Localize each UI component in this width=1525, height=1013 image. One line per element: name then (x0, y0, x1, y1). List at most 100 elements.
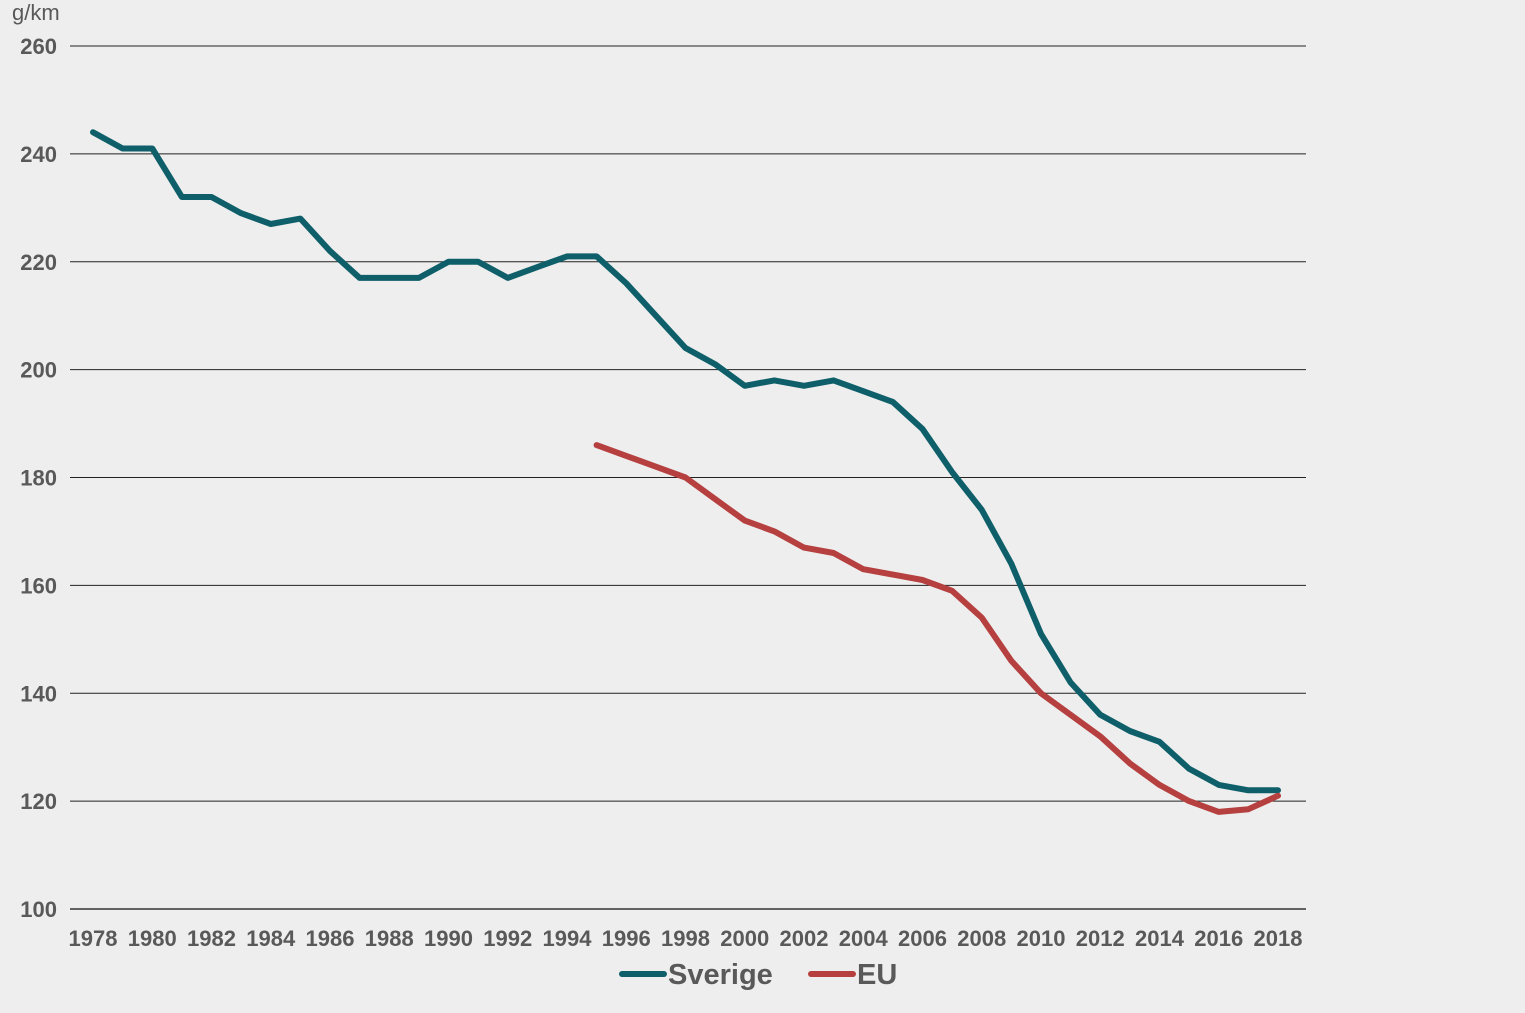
data-point (596, 444, 598, 446)
data-point (1010, 563, 1012, 565)
x-tick-label: 1992 (483, 926, 532, 951)
data-point (329, 250, 331, 252)
data-point (922, 428, 923, 430)
data-point (299, 218, 301, 220)
x-tick-label: 2004 (839, 926, 889, 951)
data-point (211, 196, 212, 198)
x-tick-label: 1988 (365, 926, 414, 951)
x-tick-label: 1990 (424, 926, 473, 951)
data-point (862, 568, 864, 570)
data-point (1277, 789, 1279, 791)
y-axis-ticks: 100 120 140 160 180 200 220 240 260 (20, 34, 57, 922)
data-point (981, 617, 983, 619)
x-tick-label: 2000 (720, 926, 769, 951)
data-point (1247, 808, 1249, 810)
x-tick-label: 2008 (957, 926, 1006, 951)
y-tick-label: 140 (20, 681, 57, 706)
data-point (951, 590, 953, 592)
data-point (1218, 784, 1220, 786)
data-point (1070, 681, 1072, 683)
y-tick-label: 220 (20, 250, 57, 275)
x-tick-label: 1986 (306, 926, 355, 951)
data-point (951, 471, 953, 473)
y-tick-label: 180 (20, 466, 57, 491)
y-tick-label: 100 (20, 897, 57, 922)
legend-label: Sverige (668, 959, 773, 991)
legend-label: EU (857, 959, 897, 991)
y-axis-unit-label: g/km (12, 0, 60, 25)
series-line-sverige (90, 129, 1281, 794)
y-tick-label: 260 (20, 34, 57, 59)
y-tick-label: 200 (20, 358, 57, 383)
x-tick-label: 2010 (1017, 926, 1066, 951)
data-point (122, 147, 124, 149)
data-point (388, 277, 390, 279)
data-point (744, 520, 746, 522)
data-point (655, 466, 657, 468)
x-tick-label: 1978 (69, 926, 118, 951)
data-point (359, 277, 361, 279)
x-tick-label: 1984 (246, 926, 296, 951)
data-point (1188, 768, 1190, 770)
data-point (181, 196, 183, 198)
data-point (1010, 660, 1012, 662)
data-point (773, 530, 775, 532)
x-tick-label: 2002 (780, 926, 829, 951)
data-point (833, 379, 835, 381)
data-point (862, 390, 864, 392)
data-point (1099, 714, 1101, 716)
data-point (1070, 714, 1072, 716)
data-point (270, 223, 272, 225)
series-lines (90, 129, 1281, 815)
data-point (833, 552, 835, 554)
y-tick-label: 120 (20, 789, 57, 814)
data-point (566, 255, 568, 257)
data-point (625, 455, 627, 457)
data-point (625, 282, 627, 284)
x-tick-label: 1998 (661, 926, 710, 951)
data-point (892, 574, 894, 576)
data-point (92, 131, 94, 133)
x-tick-label: 1982 (187, 926, 236, 951)
data-point (714, 363, 716, 365)
data-point (892, 401, 894, 403)
x-tick-label: 1980 (128, 926, 177, 951)
data-point (685, 477, 686, 478)
data-point (507, 277, 509, 279)
x-tick-label: 2016 (1194, 926, 1243, 951)
data-point (744, 385, 746, 387)
data-point (151, 147, 153, 149)
data-point (477, 261, 479, 263)
x-tick-label: 1996 (602, 926, 651, 951)
y-tick-label: 160 (20, 573, 57, 598)
data-point (981, 509, 983, 511)
y-tick-label: 240 (20, 142, 57, 167)
data-point (1040, 633, 1042, 635)
data-point (803, 547, 805, 549)
x-tick-label: 2012 (1076, 926, 1125, 951)
data-point (1040, 692, 1042, 694)
data-point (1129, 762, 1131, 764)
data-point (536, 266, 538, 268)
data-point (596, 255, 598, 257)
x-tick-label: 2014 (1135, 926, 1185, 951)
x-tick-label: 1994 (543, 926, 593, 951)
data-point (418, 277, 420, 279)
data-point (1277, 795, 1279, 797)
data-point (655, 315, 657, 317)
data-point (1129, 730, 1131, 732)
data-point (448, 261, 449, 263)
data-point (773, 379, 775, 381)
data-point (1218, 811, 1220, 813)
data-point (1247, 789, 1249, 791)
x-tick-label: 2006 (898, 926, 947, 951)
data-point (1159, 784, 1160, 786)
data-point (685, 347, 686, 349)
data-point (240, 212, 242, 214)
x-axis-ticks: 1978 1980 1982 1984 1986 1988 1990 1992 1994 1996… (69, 926, 1303, 951)
data-point (1099, 735, 1101, 737)
data-point (803, 385, 805, 387)
data-point (1159, 741, 1160, 743)
x-tick-label: 2018 (1254, 926, 1303, 951)
